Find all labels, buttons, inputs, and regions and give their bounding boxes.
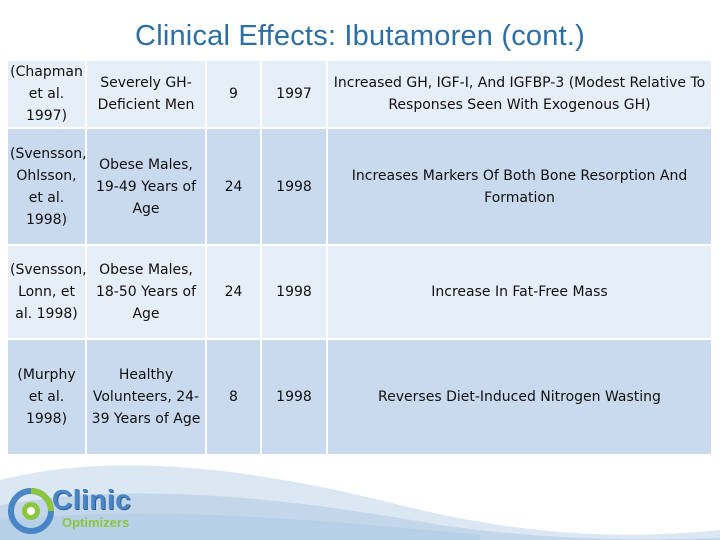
table-row: (Chapman et al. 1997) Severely GH-Defici… — [6, 59, 713, 129]
finding-cell: Reverses Diet-Induced Nitrogen Wasting — [326, 338, 713, 456]
year-cell: 1998 — [260, 127, 328, 246]
table-row: (Svensson, Ohlsson, et al. 1998) Obese M… — [6, 127, 713, 246]
footer-wave-decoration — [0, 465, 720, 540]
finding-cell: Increase In Fat-Free Mass — [326, 244, 713, 340]
logo-wordmark-secondary: Optimizers — [62, 515, 130, 530]
studies-table: (Chapman et al. 1997) Severely GH-Defici… — [6, 59, 713, 456]
year-cell: 1998 — [260, 338, 328, 456]
sample-size-cell: 9 — [205, 59, 262, 129]
population-cell: Healthy Volunteers, 24-39 Years of Age — [85, 338, 207, 456]
citation-cell: (Murphy et al. 1998) — [6, 338, 87, 456]
citation-cell: (Svensson, Lonn, et al. 1998) — [6, 244, 87, 340]
population-cell: Obese Males, 18-50 Years of Age — [85, 244, 207, 340]
finding-cell: Increased GH, IGF-I, And IGFBP-3 (Modest… — [326, 59, 713, 129]
sample-size-cell: 8 — [205, 338, 262, 456]
citation-cell: (Svensson, Ohlsson, et al. 1998) — [6, 127, 87, 246]
table-row: (Murphy et al. 1998) Healthy Volunteers,… — [6, 338, 713, 456]
population-cell: Obese Males, 19-49 Years of Age — [85, 127, 207, 246]
population-cell: Severely GH-Deficient Men — [85, 59, 207, 129]
sample-size-cell: 24 — [205, 244, 262, 340]
logo-wordmark-primary: Clinic — [52, 484, 132, 515]
logo-emblem-icon — [8, 488, 54, 534]
citation-cell: (Chapman et al. 1997) — [6, 59, 87, 129]
clinic-optimizers-logo: Clinic Optimizers — [8, 484, 148, 534]
year-cell: 1998 — [260, 244, 328, 340]
slide-title: Clinical Effects: Ibutamoren (cont.) — [135, 20, 585, 52]
sample-size-cell: 24 — [205, 127, 262, 246]
year-cell: 1997 — [260, 59, 328, 129]
studies-table-grid: (Chapman et al. 1997) Severely GH-Defici… — [6, 59, 713, 456]
table-row: (Svensson, Lonn, et al. 1998) Obese Male… — [6, 244, 713, 340]
finding-cell: Increases Markers Of Both Bone Resorptio… — [326, 127, 713, 246]
